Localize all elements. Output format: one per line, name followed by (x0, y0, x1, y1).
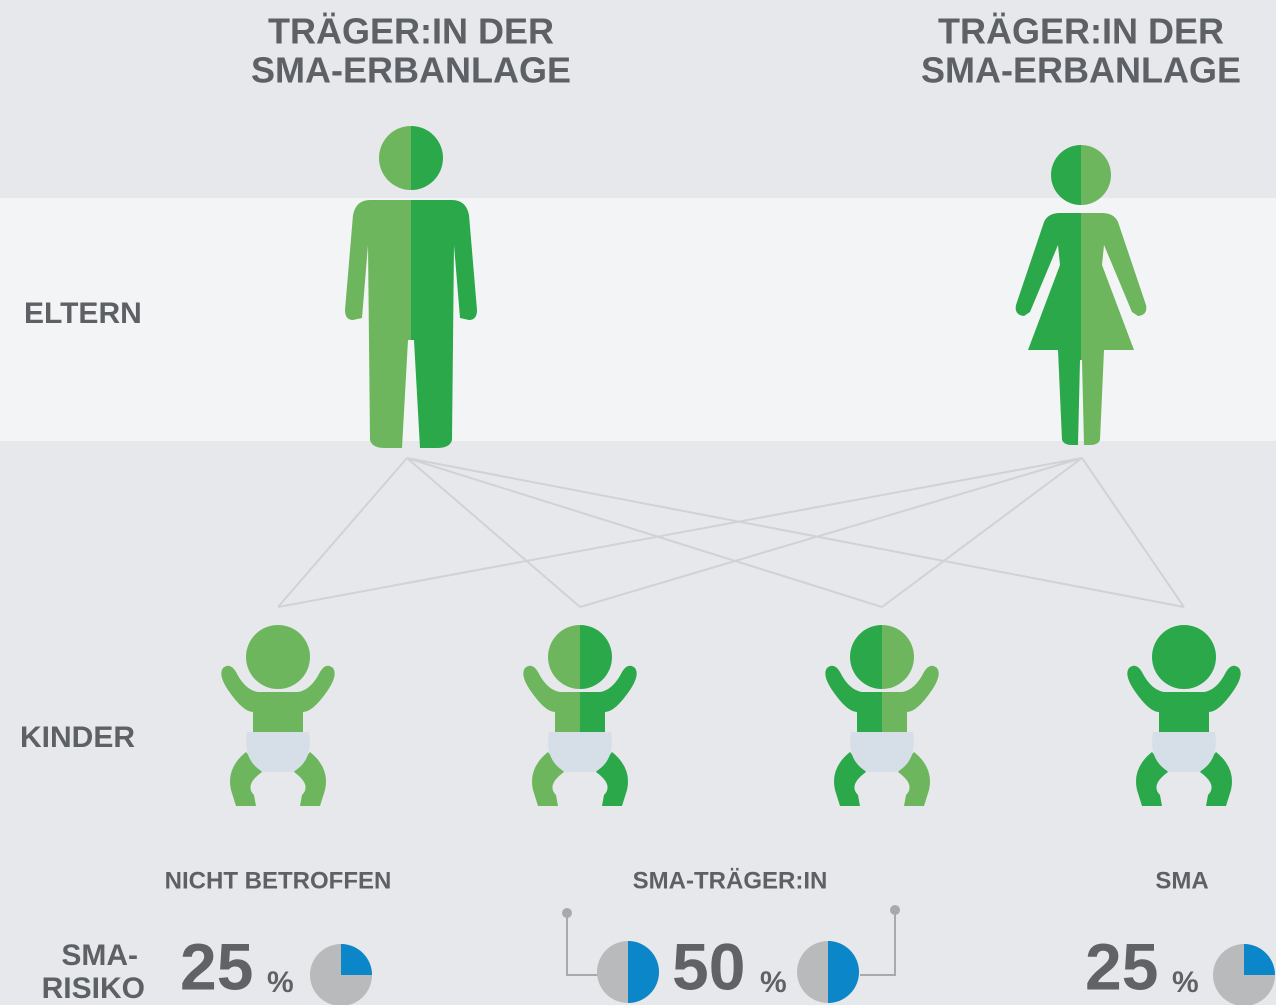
row-label: KINDER (20, 721, 135, 754)
parent-label: SMA-ERBANLAGE (921, 50, 1241, 91)
outcome-label: SMA (1155, 867, 1208, 894)
row-label: ELTERN (24, 297, 142, 330)
risk-label: SMA- (61, 939, 138, 972)
pie-wedge (628, 941, 659, 1003)
child (1127, 625, 1240, 806)
risk-value: 25 (1085, 929, 1158, 1003)
child (221, 625, 334, 806)
child (825, 625, 938, 806)
parent-label: TRÄGER:IN DER (938, 11, 1224, 52)
percent-sign: % (1172, 966, 1199, 999)
pie-wedge (1244, 944, 1275, 975)
diagram: TRÄGER:IN DER SMA-ERBANLAGE TRÄGER:IN DE… (0, 0, 1276, 1005)
page: TRÄGER:IN DER SMA-ERBANLAGE TRÄGER:IN DE… (0, 0, 1276, 1005)
risk-value: 50 (672, 929, 745, 1003)
outcome-label: NICHT BETROFFEN (165, 867, 392, 894)
outcome-label: SMA-TRÄGER:IN (633, 867, 828, 894)
child (523, 625, 636, 806)
pie-wedge (828, 941, 859, 1003)
percent-sign: % (760, 966, 787, 999)
parent-label: TRÄGER:IN DER (268, 11, 554, 52)
risk-label: RISIKO (42, 972, 145, 1005)
risk-pie (797, 941, 859, 1003)
pie-wedge (341, 944, 372, 975)
risk-value: 25 (180, 929, 253, 1003)
risk-pie (597, 941, 659, 1003)
percent-sign: % (267, 966, 294, 999)
parent-label: SMA-ERBANLAGE (251, 50, 571, 91)
risk-pie (1213, 944, 1275, 1005)
inheritance-lines (278, 458, 1184, 607)
risk-pie (310, 944, 372, 1005)
